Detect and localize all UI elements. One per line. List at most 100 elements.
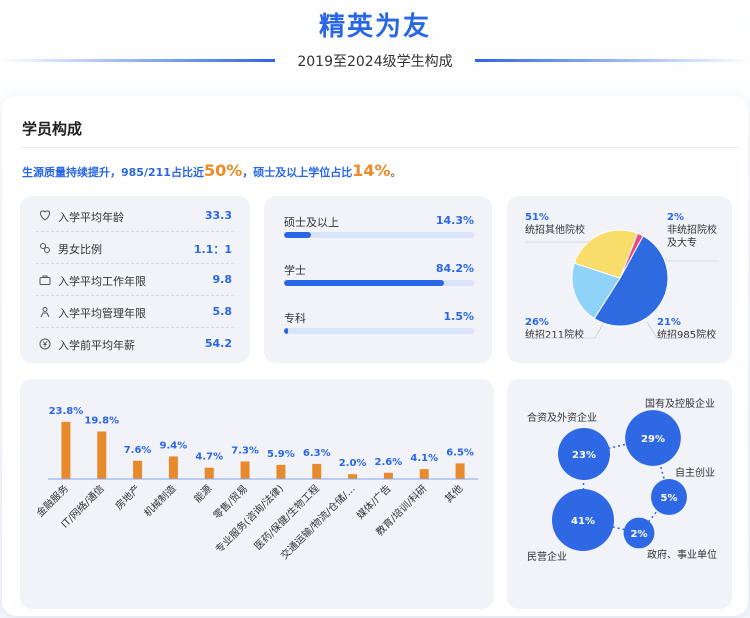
degree-panel: 硕士及以上 14.3% 学士 84.2% 专科 1.5% (264, 196, 492, 363)
bar-value-label: 2.6% (375, 457, 403, 468)
industry-bar (204, 467, 214, 479)
industry-bar (348, 474, 358, 479)
industry-bar (61, 421, 71, 479)
degree-value: 1.5% (443, 310, 474, 323)
degree-bar-fill (284, 280, 444, 286)
pie-category-label: 统招211院校 (525, 328, 584, 341)
subtitle-line-left (0, 59, 275, 62)
degree-value: 84.2% (435, 262, 474, 275)
stat-label: 入学平均工作年限 (58, 275, 146, 288)
yuan-icon (39, 338, 51, 350)
pie-leader-line (646, 321, 712, 339)
bar-value-label: 5.9% (267, 449, 295, 460)
industry-bar (97, 431, 107, 479)
card-divider (22, 147, 738, 148)
bar-value-label: 9.4% (160, 440, 188, 451)
pie-slice (619, 232, 644, 279)
bar-category-label: 其他 (442, 482, 465, 505)
stat-row: 入学平均管理年限 5.8 (36, 296, 234, 328)
bubble (558, 428, 610, 480)
bar-category-label: 专业服务(咨询/法律) (212, 482, 286, 556)
stat-row: 入学平均工作年限 9.8 (36, 264, 234, 296)
stat-label: 入学平均管理年限 (58, 307, 146, 320)
degree-bar-fill (284, 232, 312, 238)
summary-text: 生源质量持续提升，985/211占比近50%，硕士及以上学位占比14%。 (22, 161, 402, 180)
stat-value: 5.8 (212, 305, 233, 318)
pie-slice (573, 229, 639, 279)
degree-bar-track (284, 232, 474, 238)
bubble-value-label: 2% (631, 529, 648, 540)
industry-bar (419, 469, 429, 479)
bubble-category-label: 合资及外资企业 (527, 411, 597, 424)
card-title: 学员构成 (22, 120, 83, 138)
page-subtitle: 2019至2024级学生构成 (297, 54, 453, 70)
bar-category-label: 医药/保健/生物工程 (251, 482, 322, 553)
industry-bar (168, 456, 178, 479)
bar-category-label: 机械制造 (141, 482, 178, 519)
bubble-value-label: 29% (641, 434, 665, 445)
stat-value: 54.2 (204, 337, 232, 350)
summary-highlight-1: 50% (203, 161, 243, 180)
school-pie-panel: 51% 统招其他院校 21% 统招985院校 26% 统招211院校 2% 非统招院校 及大专 (507, 196, 732, 363)
bar-value-label: 19.8% (84, 415, 119, 426)
bar-value-label: 23.8% (49, 406, 84, 417)
bubble-category-label: 民营企业 (527, 550, 567, 563)
bar-value-label: 2.0% (339, 458, 367, 469)
bubble-value-label: 23% (572, 450, 596, 461)
bubble (623, 517, 655, 549)
bar-value-label: 7.6% (124, 445, 152, 456)
pie-slice (593, 235, 669, 327)
pie-category-label: 统招其他院校 (525, 223, 585, 236)
bar-value-label: 7.3% (231, 445, 259, 456)
bubble-value-label: 41% (571, 516, 595, 527)
industry-bar-chart: 23.8%金融服务19.8%IT/网络/通信7.6%房地产9.4%机械制造4.7… (34, 406, 478, 562)
stat-value: 1.1：1 (193, 243, 232, 256)
bar-value-label: 6.3% (303, 448, 331, 459)
bubble-category-label: 政府、事业单位 (647, 548, 717, 561)
pie-value-label: 51% (525, 212, 549, 223)
stat-value: 33.3 (204, 209, 232, 222)
degree-bar-item: 专科 1.5% (284, 310, 474, 358)
degree-label: 硕士及以上 (284, 216, 339, 229)
briefcase-icon (39, 274, 51, 286)
summary-part-1: 生源质量持续提升，985/211占比近 (22, 166, 204, 179)
pie-leader-line (525, 323, 604, 339)
bubble-value-label: 5% (661, 493, 678, 504)
pie-category-label: 及大专 (667, 236, 697, 249)
stat-row: 入学前平均年薪 54.2 (36, 328, 234, 360)
bar-value-label: 4.1% (410, 453, 438, 464)
company-bubble-panel: 23% 合资及外资企业 29% 国有及控股企业 5% 自主创业 2% 政府、事业单位 41% 民营… (507, 379, 732, 609)
industry-bar (312, 463, 322, 479)
industry-bar (276, 464, 286, 479)
bar-category-label: 能源 (191, 482, 214, 505)
gender-icon (39, 242, 51, 254)
subtitle-row: 2019至2024级学生构成 (0, 48, 750, 74)
bar-category-label: 媒体/广告 (354, 482, 394, 522)
bubble-category-label: 自主创业 (675, 466, 715, 479)
industry-bar (383, 472, 393, 479)
stat-label: 入学前平均年薪 (58, 339, 135, 352)
bubble (552, 489, 614, 551)
degree-bar-track (284, 328, 474, 334)
pie-category-label: 统招985院校 (657, 328, 716, 341)
company-bubble-chart: 23% 合资及外资企业 29% 国有及控股企业 5% 自主创业 2% 政府、事业单位 41% 民营… (527, 397, 717, 563)
degree-label: 学士 (284, 264, 306, 277)
summary-part-2: ，硕士及以上学位占比 (242, 166, 353, 179)
industry-bar-panel: 23.8% 金融服务 19.8% IT/网络/通信 7.6% 房地产 9.4% 机械制造 4.7… (20, 379, 494, 609)
stat-label: 男女比例 (58, 243, 102, 256)
bubble (625, 410, 681, 466)
summary-part-3: 。 (390, 166, 402, 179)
pie-value-label: 26% (525, 317, 549, 328)
age-icon (39, 210, 51, 222)
pie-category-label: 非统招院校 (667, 223, 717, 236)
industry-bar (240, 461, 250, 479)
degree-bar-item: 学士 84.2% (284, 262, 474, 310)
bar-value-label: 4.7% (195, 452, 223, 463)
subtitle-line-right (475, 59, 750, 62)
stat-value: 9.8 (212, 273, 233, 286)
pie-slice (571, 262, 621, 320)
composition-card: 学员构成 生源质量持续提升，985/211占比近50%，硕士及以上学位占比14%… (2, 96, 748, 616)
pie-leader-line (664, 257, 717, 262)
degree-label: 专科 (284, 312, 306, 325)
